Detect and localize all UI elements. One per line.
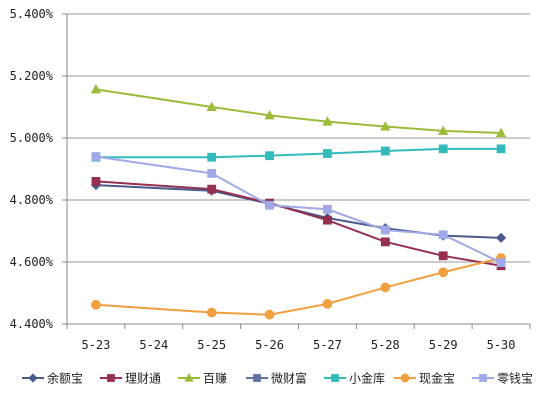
data-point xyxy=(438,251,448,261)
legend-label: 余额宝 xyxy=(47,371,83,386)
data-point xyxy=(207,184,217,194)
x-tick-label: 5-30 xyxy=(487,338,516,352)
legend-item: 现金宝 xyxy=(394,371,455,386)
legend-item: 余额宝 xyxy=(22,371,83,386)
data-point xyxy=(380,225,390,235)
data-point xyxy=(438,125,449,135)
y-tick-label: 4.400% xyxy=(10,317,54,331)
data-point xyxy=(496,144,506,154)
x-tick-label: 5-23 xyxy=(81,338,110,352)
data-point xyxy=(91,152,101,162)
x-tick-label: 5-28 xyxy=(371,338,400,352)
legend-label: 百赚 xyxy=(203,371,227,386)
y-tick-label: 5.000% xyxy=(10,131,54,145)
data-point xyxy=(264,110,275,120)
data-point xyxy=(184,373,194,382)
data-point xyxy=(253,374,261,382)
legend-label: 微财富 xyxy=(271,371,307,386)
legend-label: 理财通 xyxy=(125,372,161,386)
data-point xyxy=(28,373,38,383)
data-point xyxy=(323,149,332,158)
data-point xyxy=(206,101,217,111)
data-point xyxy=(400,373,410,383)
x-tick-label: 5-27 xyxy=(313,338,342,352)
data-point xyxy=(380,146,390,156)
y-tick-label: 5.400% xyxy=(10,7,54,21)
legend-item: 零钱宝 xyxy=(472,371,533,386)
legend: 余额宝 理财通 百赚 微财富 小金库 现金宝 零钱宝 xyxy=(22,371,533,386)
data-point xyxy=(207,168,217,178)
series-1 xyxy=(91,176,506,271)
legend-label: 小金库 xyxy=(349,371,385,386)
data-point xyxy=(438,144,448,154)
data-point xyxy=(265,200,274,210)
series-line xyxy=(95,88,502,135)
legend-label: 零钱宝 xyxy=(497,371,533,386)
y-tick-labels: 4.400% 4.600% 4.800% 5.000% 5.200% 5.400% xyxy=(10,7,54,331)
x-tick-label: 5-26 xyxy=(255,338,284,352)
series-lines xyxy=(90,84,507,320)
data-point xyxy=(323,215,332,225)
data-point xyxy=(380,237,390,247)
y-tick-label: 4.800% xyxy=(10,193,54,207)
data-point xyxy=(438,267,449,278)
x-tick-label: 5-25 xyxy=(197,338,226,352)
legend-item: 微财富 xyxy=(246,371,307,386)
legend-item: 理财通 xyxy=(100,372,161,386)
x-tick-label: 5-24 xyxy=(139,338,168,352)
series-6 xyxy=(91,152,506,268)
grid-lines xyxy=(67,13,530,263)
data-point xyxy=(322,298,333,309)
y-tick-label: 4.600% xyxy=(10,255,54,269)
axes xyxy=(62,13,531,329)
data-point xyxy=(438,230,448,240)
data-point xyxy=(90,84,102,94)
legend-item: 小金库 xyxy=(324,371,385,386)
data-point xyxy=(331,374,339,382)
data-point xyxy=(495,127,507,138)
data-point xyxy=(91,299,101,310)
y-tick-label: 5.200% xyxy=(10,69,54,83)
data-point xyxy=(107,374,115,382)
data-point xyxy=(495,232,507,243)
data-point xyxy=(91,176,101,186)
data-point xyxy=(496,258,506,268)
series-4 xyxy=(91,144,506,162)
legend-label: 现金宝 xyxy=(419,371,455,386)
x-tick-label: 5-29 xyxy=(429,338,458,352)
data-point xyxy=(380,121,391,131)
data-point xyxy=(207,152,217,162)
data-point xyxy=(264,309,275,320)
legend-item: 百赚 xyxy=(178,371,227,386)
data-point xyxy=(380,282,391,293)
data-point xyxy=(265,151,274,161)
series-5 xyxy=(91,253,506,320)
series-line xyxy=(95,155,502,264)
data-point xyxy=(323,204,332,214)
x-tick-labels: 5-23 5-24 5-25 5-26 5-27 5-28 5-29 5-30 xyxy=(81,338,515,352)
series-2 xyxy=(90,84,507,138)
data-point xyxy=(479,374,487,382)
data-point xyxy=(206,307,217,318)
data-point xyxy=(322,116,333,126)
series-line xyxy=(95,256,502,316)
